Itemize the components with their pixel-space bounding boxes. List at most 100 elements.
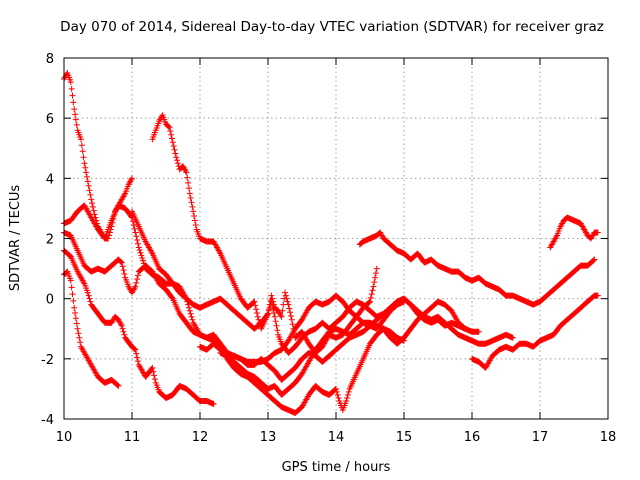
data-point [90, 207, 97, 214]
data-point [169, 139, 176, 146]
data-point [344, 391, 351, 398]
data-point [268, 298, 275, 305]
series-track-5 [61, 268, 122, 389]
data-point [283, 295, 290, 302]
data-point [132, 229, 139, 236]
data-point [265, 307, 272, 314]
data-point [75, 330, 82, 337]
data-point [287, 312, 294, 319]
data-point [289, 321, 296, 328]
data-point [401, 337, 407, 344]
data-point [131, 346, 138, 353]
data-point [87, 298, 94, 305]
data-point [191, 217, 198, 224]
data-point [186, 307, 193, 314]
data-point [462, 325, 469, 332]
data-point [372, 270, 379, 277]
data-point [168, 135, 175, 142]
data-point [131, 225, 138, 232]
data-point [274, 327, 281, 334]
x-tick-label: 13 [260, 430, 277, 445]
y-tick-label: -2 [41, 353, 54, 368]
data-point [70, 99, 77, 106]
series-track-4 [61, 247, 217, 407]
data-point [67, 277, 74, 284]
data-point [121, 270, 128, 277]
series-track-11 [469, 292, 601, 371]
data-point [279, 307, 286, 314]
data-point [333, 385, 339, 392]
data-point [76, 334, 83, 341]
series-track-7 [129, 208, 516, 356]
data-point [282, 289, 288, 296]
data-point [68, 284, 75, 291]
data-point [280, 301, 287, 308]
x-tick-label: 17 [532, 430, 549, 445]
data-point [290, 325, 297, 332]
data-point [68, 85, 75, 92]
data-point [128, 213, 135, 220]
y-tick-label: -4 [41, 413, 54, 428]
data-point [174, 157, 181, 164]
data-point [253, 309, 260, 316]
x-axis-label: GPS time / hours [282, 460, 391, 475]
data-point [186, 190, 193, 197]
data-point [86, 187, 93, 194]
data-point [271, 313, 278, 320]
data-point [86, 295, 93, 302]
data-point [172, 150, 179, 157]
data-point [132, 346, 139, 353]
data-point [70, 297, 77, 304]
data-point [120, 267, 127, 274]
data-point [269, 302, 276, 309]
data-point [369, 287, 376, 294]
data-point [71, 106, 78, 113]
data-point [114, 382, 121, 389]
data-point [288, 316, 295, 323]
data-point [255, 316, 262, 323]
data-point [72, 315, 79, 322]
data-point [150, 368, 157, 375]
data-point [78, 136, 84, 143]
y-tick-label: 4 [46, 172, 54, 187]
data-point [89, 200, 96, 207]
data-point [135, 244, 142, 251]
data-point [106, 229, 113, 236]
data-point [134, 276, 141, 283]
data-point [168, 294, 175, 301]
y-tick-label: 8 [46, 52, 54, 67]
series-track-12 [547, 214, 601, 251]
data-point [88, 196, 95, 203]
data-point [192, 221, 199, 228]
data-point [134, 237, 141, 244]
y-tick-label: 0 [46, 293, 54, 308]
data-point [138, 252, 145, 259]
data-point [73, 320, 80, 327]
data-point [72, 116, 79, 123]
data-point [120, 328, 127, 335]
data-point [370, 283, 377, 290]
data-point [270, 306, 277, 313]
data-point [149, 364, 156, 371]
data-point [188, 199, 195, 206]
data-point [335, 394, 342, 401]
data-point [137, 249, 144, 256]
series-track-10 [356, 229, 598, 308]
data-point [372, 274, 379, 281]
data-point [84, 178, 91, 185]
data-point [87, 191, 94, 198]
data-point [368, 291, 375, 298]
series-track-9 [217, 295, 469, 383]
x-tick-label: 10 [56, 430, 73, 445]
data-point [183, 169, 190, 176]
data-point [118, 259, 125, 266]
x-tick-label: 14 [328, 430, 345, 445]
data-point [168, 131, 175, 138]
y-tick-label: 2 [46, 233, 54, 248]
x-tick-label: 18 [600, 430, 617, 445]
data-point [67, 79, 74, 86]
data-point [591, 256, 598, 263]
data-point [82, 164, 89, 171]
data-point [371, 279, 378, 286]
data-point [83, 169, 90, 176]
